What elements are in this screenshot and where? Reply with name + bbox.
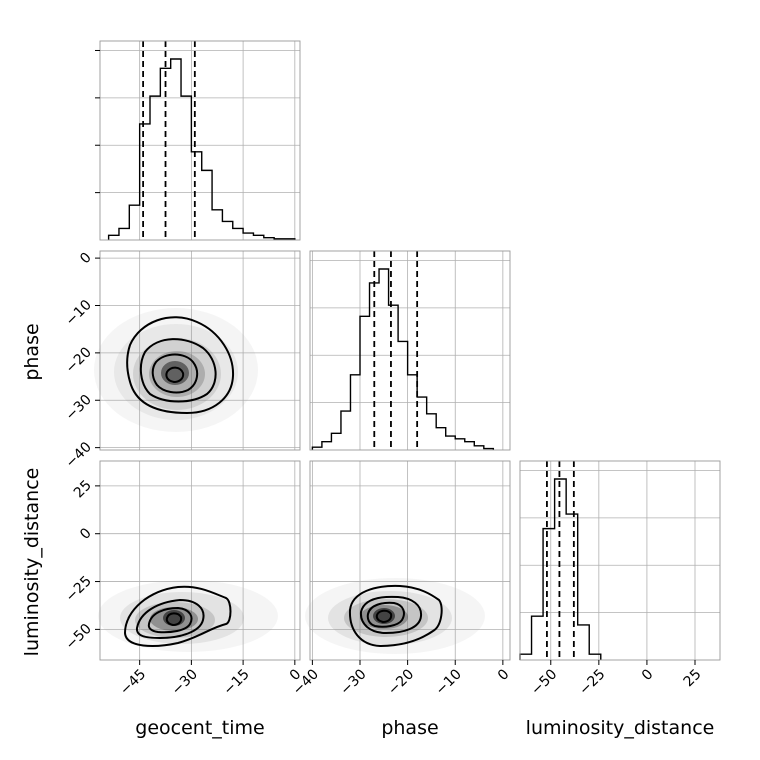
hist-geocent-time-panel [99,40,301,241]
x-axis-label-phase: phase [381,717,438,739]
panel-frame [519,460,721,661]
x-axis-label-geocent-time: geocent_time [135,717,264,739]
density-contours [126,316,235,415]
panel-frame [99,40,301,241]
hist-luminosity-distance-panel [519,460,721,661]
luminosity-distance-vs-phase-panel [305,460,511,661]
hist-phase-panel [309,250,511,451]
panel-frame [99,460,301,661]
panel-frame [99,250,301,451]
histogram-phase [311,268,495,450]
panel-frame [309,250,511,451]
histogram-luminosity_distance [519,478,602,660]
density-contours [123,585,232,647]
luminosity-distance-vs-geocent-time-panel [98,460,301,661]
x-axis-label-luminosity-distance: luminosity_distance [526,717,715,739]
y-axis-label-phase: phase [21,323,43,380]
panel-frame [309,460,511,661]
density-samples [305,578,485,654]
histogram-geocent_time [107,58,296,240]
y-axis-label-luminosity-distance: luminosity_distance [21,468,43,657]
phase-vs-geocent-time-panel [94,250,301,451]
density-samples [94,308,258,432]
density-contours [348,584,443,648]
density-samples [98,580,278,652]
